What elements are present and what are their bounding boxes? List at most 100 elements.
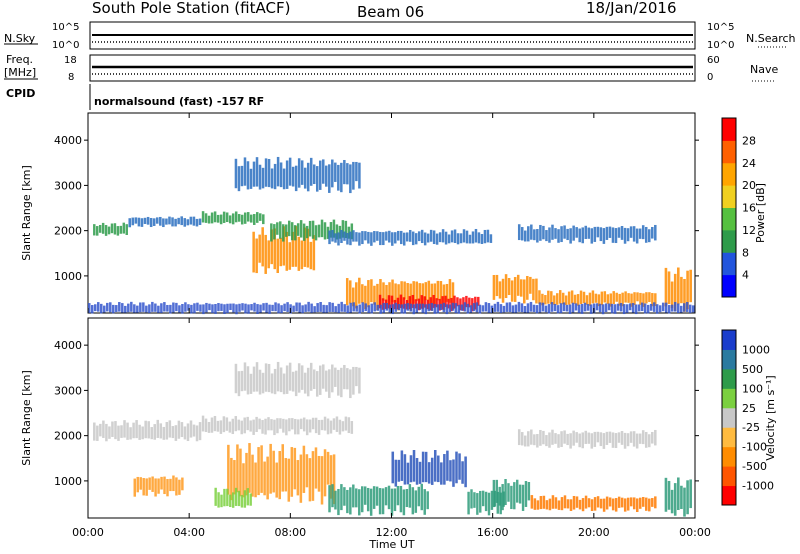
station-title: South Pole Station (fitACF) <box>92 0 290 17</box>
data-point <box>607 303 611 311</box>
data-point <box>524 481 528 507</box>
data-point <box>536 229 539 243</box>
data-point <box>582 291 586 304</box>
data-point <box>243 212 247 224</box>
data-point <box>285 419 288 436</box>
data-point <box>563 495 567 509</box>
data-point <box>387 295 391 309</box>
data-point <box>326 418 330 435</box>
data-point <box>270 419 273 431</box>
data-point <box>644 431 648 448</box>
data-point <box>331 159 334 188</box>
data-point <box>133 478 137 497</box>
data-point <box>399 294 403 309</box>
colorbar-segment <box>722 466 736 487</box>
colorbar-tick-label: 100 <box>742 382 763 395</box>
data-point <box>423 489 426 515</box>
y-tick-label: 1000 <box>54 270 82 283</box>
data-point <box>651 293 654 307</box>
data-point <box>350 223 354 240</box>
data-point <box>276 361 280 392</box>
data-point <box>279 162 283 188</box>
data-point <box>557 500 561 510</box>
data-point <box>117 425 120 441</box>
data-point <box>629 497 633 507</box>
data-point <box>487 492 491 516</box>
data-point <box>303 372 307 394</box>
data-point <box>246 212 250 222</box>
data-point <box>557 229 560 243</box>
data-point <box>267 240 270 269</box>
colorbar-segment <box>722 229 736 253</box>
data-point <box>337 488 340 516</box>
data-point <box>222 211 226 223</box>
data-point <box>597 294 601 307</box>
data-point <box>240 214 244 225</box>
data-point <box>138 424 141 440</box>
data-point <box>202 304 205 315</box>
data-point <box>249 168 253 189</box>
data-point <box>436 304 440 314</box>
data-point <box>651 498 654 507</box>
data-point <box>249 420 252 432</box>
colorbar-segment <box>722 140 736 164</box>
data-point <box>568 304 572 314</box>
data-point <box>174 425 178 441</box>
data-point <box>190 304 193 314</box>
data-point <box>264 158 268 187</box>
data-point <box>294 226 298 267</box>
data-point <box>417 486 421 507</box>
data-point <box>421 451 425 483</box>
data-point <box>329 222 333 238</box>
data-point <box>496 301 500 312</box>
data-point <box>293 447 297 490</box>
data-point <box>544 295 547 305</box>
data-point <box>423 232 427 246</box>
data-point <box>142 302 145 312</box>
data-point <box>352 287 355 307</box>
data-point <box>174 218 177 227</box>
data-point <box>616 303 620 311</box>
colorbar-tick-label: 12 <box>742 224 756 237</box>
data-point <box>349 164 352 194</box>
data-point <box>397 459 401 482</box>
data-point <box>683 278 686 312</box>
colorbar-segment <box>722 388 736 409</box>
data-point <box>207 215 211 224</box>
data-point <box>539 429 542 446</box>
data-point <box>279 237 283 267</box>
data-point <box>587 498 591 508</box>
data-point <box>143 217 147 224</box>
data-point <box>302 417 306 432</box>
data-point <box>370 303 373 314</box>
data-point <box>426 491 429 510</box>
data-point <box>364 285 367 309</box>
data-point <box>157 305 160 313</box>
data-point <box>557 434 560 448</box>
data-point <box>459 298 462 311</box>
data-point <box>625 304 629 313</box>
data-point <box>293 225 297 241</box>
data-point <box>181 303 184 314</box>
data-point <box>586 304 590 311</box>
data-point <box>617 496 621 508</box>
data-point <box>411 487 415 515</box>
data-point <box>309 362 313 391</box>
data-point <box>563 430 566 444</box>
data-point <box>556 293 559 305</box>
data-point <box>100 303 103 314</box>
data-point <box>575 227 578 238</box>
data-point <box>361 486 364 513</box>
data-point <box>393 488 397 512</box>
data-point <box>642 293 645 307</box>
colorbar-segment <box>722 368 736 389</box>
data-point <box>610 303 614 314</box>
data-point <box>605 226 609 240</box>
data-point <box>532 278 535 301</box>
data-point <box>310 303 313 313</box>
data-point <box>325 165 328 187</box>
data-point <box>619 303 623 312</box>
data-point <box>524 435 527 447</box>
data-point <box>341 421 345 432</box>
data-point <box>532 304 536 312</box>
